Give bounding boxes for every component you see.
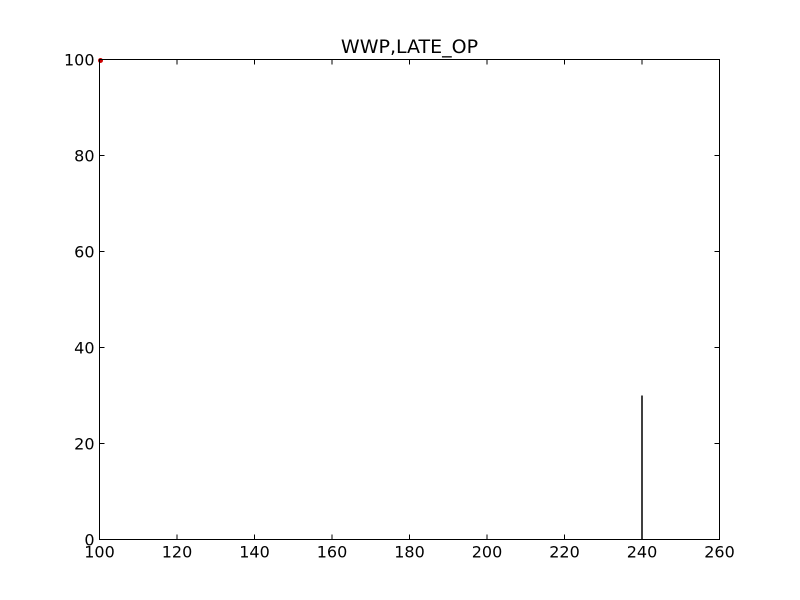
x-tick-labels: 100 120 140 160 180 200 220 240 260 bbox=[84, 543, 735, 562]
x-tick-label: 140 bbox=[239, 543, 270, 562]
y-tick-label: 40 bbox=[74, 339, 94, 358]
data-point-marker bbox=[98, 58, 103, 63]
tick-layer bbox=[99, 59, 720, 540]
y-tick-label: 100 bbox=[64, 51, 95, 70]
x-tick-label: 160 bbox=[317, 543, 348, 562]
x-tick-label: 200 bbox=[472, 543, 503, 562]
x-tick-label: 260 bbox=[704, 543, 735, 562]
y-tick-label: 20 bbox=[74, 435, 94, 454]
y-tick-label: 0 bbox=[84, 531, 94, 550]
x-tick-label: 100 bbox=[84, 543, 115, 562]
x-tick-label: 120 bbox=[162, 543, 193, 562]
plot-frame bbox=[99, 59, 720, 540]
y-tick-labels: 0 20 40 60 80 100 bbox=[64, 51, 95, 550]
y-tick-label: 60 bbox=[74, 243, 94, 262]
x-tick-label: 180 bbox=[394, 543, 425, 562]
y-tick-label: 80 bbox=[74, 147, 94, 166]
x-tick-label: 240 bbox=[627, 543, 658, 562]
chart-title: WWP,LATE_OP bbox=[341, 36, 478, 58]
marker-layer bbox=[98, 58, 103, 63]
x-tick-label: 220 bbox=[549, 543, 580, 562]
